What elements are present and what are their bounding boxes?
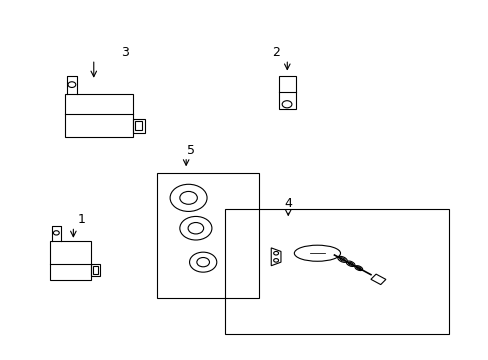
Text: 2: 2 (272, 46, 280, 59)
Text: 4: 4 (284, 197, 292, 210)
Bar (93, 266, 98, 274)
Bar (157, 173, 259, 298)
Bar (224, 208, 448, 334)
Bar (132, 118, 144, 133)
Bar (370, 274, 385, 285)
Bar (135, 121, 142, 130)
Bar (50, 241, 91, 280)
Text: 1: 1 (78, 213, 85, 226)
Bar (278, 76, 295, 109)
Text: 3: 3 (121, 46, 129, 59)
Bar (64, 94, 132, 137)
Text: 5: 5 (186, 144, 195, 157)
Bar (91, 264, 100, 276)
